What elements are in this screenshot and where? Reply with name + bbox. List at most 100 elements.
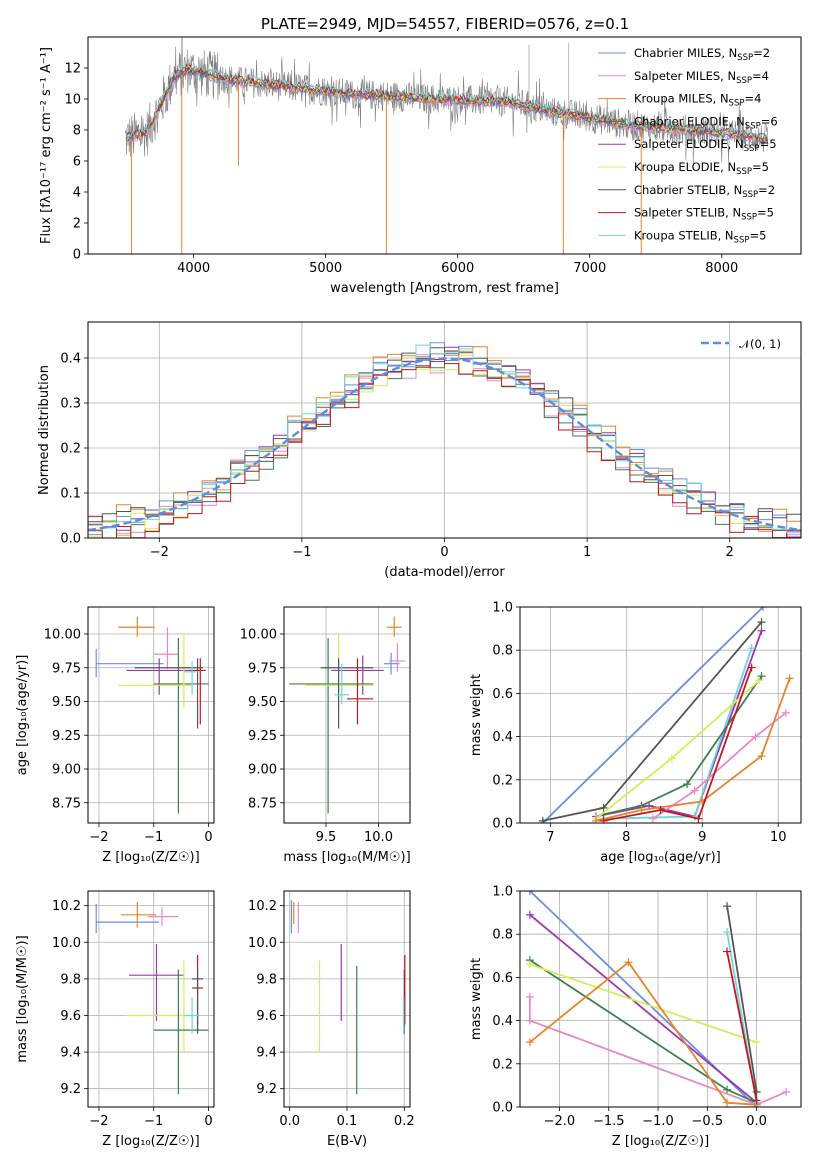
axes-frame	[519, 606, 802, 824]
mass-weight-marker	[525, 1016, 534, 1025]
y-tick-label: 10.2	[248, 899, 277, 914]
x-tick-label: 5000	[309, 261, 342, 276]
data-point-errorbar	[192, 969, 204, 1034]
legend-label-tail: =2	[758, 183, 775, 197]
mass-weight-line	[595, 679, 760, 820]
residuals-panel: −2 −1 0 1 2 0.0 0.1 0.2 0.3 0.4 (data-model)/error…	[37, 321, 802, 580]
grid-lines	[520, 890, 801, 1108]
mass-weight-line	[726, 905, 758, 1093]
data-point-errorbar	[153, 627, 179, 670]
mass-weight-marker	[752, 1096, 761, 1105]
y-tick-label: 9.50	[248, 695, 277, 710]
grid-lines	[284, 891, 410, 1107]
y-tick-label: 8.75	[248, 796, 277, 811]
mass-weight-marker	[759, 607, 768, 611]
data-marks	[525, 891, 791, 1107]
y-tick-label: 9.25	[248, 729, 277, 744]
mass-weight-marker	[667, 754, 676, 763]
mass-weight-marker	[782, 1087, 791, 1096]
y-tick-label: 0.1	[60, 487, 81, 502]
mass-weight-marker	[757, 752, 766, 761]
y-tick-label: 10	[64, 93, 81, 108]
y-tick-label: 0	[73, 248, 81, 263]
y-tick-label: 4	[73, 186, 81, 201]
y-tick-label: 9.4	[256, 1046, 277, 1061]
x-axis-label: Z [log₁₀(Z/Z☉)]	[612, 1134, 709, 1149]
data-marks	[88, 342, 801, 538]
mass-weight-line	[726, 951, 758, 1101]
y-tick-label: 6	[73, 155, 81, 170]
axes-frame	[87, 321, 802, 539]
x-tick-label: 7	[546, 830, 554, 845]
mass-weight-marker	[723, 947, 732, 956]
data-point-errorbar	[120, 901, 157, 928]
mass-weight-marker	[648, 814, 657, 823]
y-tick-label: 9.2	[60, 1082, 81, 1097]
y-tick-label: 9.8	[60, 972, 81, 987]
mass-weight-line	[603, 675, 763, 816]
x-tick-label: 0.2	[394, 1114, 415, 1129]
y-tick-label: 8	[73, 124, 81, 139]
y-tick-label: 10.0	[248, 936, 277, 951]
legend-label-tail: =6	[761, 114, 778, 128]
legend-label: Salpeter STELIB, NSSP=5	[634, 206, 774, 223]
x-axis-label: (data-model)/error	[384, 565, 505, 580]
y-tick-label: 9.00	[248, 763, 277, 778]
axes-frame	[87, 36, 802, 255]
x-tick-label: −1	[144, 830, 163, 845]
x-tick-label: −2	[89, 830, 108, 845]
mass-weight-marker	[525, 1038, 534, 1047]
mass-weight-marker	[624, 958, 633, 967]
mass-weight-marker	[525, 992, 534, 1001]
residual-histogram	[88, 359, 801, 538]
data-point-errorbar	[183, 997, 201, 1034]
y-tick-label: 1.0	[492, 601, 513, 616]
model-fit-line	[125, 63, 769, 140]
x-tick-label: 0.1	[337, 1114, 358, 1129]
x-tick-label: 8	[622, 830, 630, 845]
legend-label-tail: =4	[752, 69, 769, 83]
mass-weight-marker	[781, 708, 790, 717]
data-marks	[124, 37, 769, 254]
x-tick-label: 9	[698, 830, 706, 845]
data-point-errorbar	[389, 643, 405, 672]
axes-frame	[519, 890, 802, 1108]
mass-weight-line	[529, 960, 757, 1106]
y-tick-label: 9.75	[248, 661, 277, 676]
y-tick-label: 0.4	[492, 730, 513, 745]
data-point-errorbar	[126, 960, 195, 1053]
mass-weight-marker	[525, 910, 534, 919]
x-tick-label: −2	[89, 1114, 108, 1129]
mass-weight-line	[595, 677, 791, 822]
x-tick-label: 0.0	[279, 1114, 300, 1129]
mass-weight-marker	[752, 1038, 761, 1047]
y-axis-label: mass weight	[469, 674, 484, 756]
y-axis-label: Flux [fλ10⁻¹⁷ erg cm⁻² s⁻¹ A⁻¹]	[39, 47, 54, 244]
y-tick-label: 9.00	[52, 763, 81, 778]
legend-label-main: Kroupa STELIB, N	[634, 228, 734, 242]
mass-weight-marker	[690, 786, 699, 795]
age-vs-mass-panel: 9.5 10.0 8.75 9.00 9.25 9.50 9.75 10.00 mass [lo…	[240, 606, 411, 865]
y-tick-label: 0.6	[492, 971, 513, 986]
legend-label-main: Salpeter ELODIE, N	[634, 137, 744, 151]
grid-lines	[88, 891, 214, 1107]
x-tick-label: −1	[292, 545, 311, 560]
legend-label: Chabrier ELODIE, NSSP=6	[634, 114, 778, 131]
y-tick-label: 12	[64, 62, 81, 77]
legend-label-main: Kroupa ELODIE, N	[634, 160, 736, 174]
mass-weight-line	[529, 963, 757, 1044]
data-point-errorbar	[148, 907, 179, 926]
data-marks	[290, 900, 406, 1095]
legend-label: Kroupa STELIB, NSSP=5	[634, 228, 766, 245]
data-point-errorbar	[153, 969, 209, 1095]
legend-label-sub: SSP	[734, 235, 750, 245]
mass-weight-marker	[694, 814, 703, 823]
data-point-errorbar	[118, 634, 193, 709]
x-axis-label: Z [log₁₀(Z/Z☉)]	[102, 850, 199, 865]
data-point-errorbar	[320, 658, 374, 729]
y-tick-label: 9.8	[256, 972, 277, 987]
y-tick-label: 9.4	[60, 1046, 81, 1061]
legend-label-main: Salpeter STELIB, N	[634, 206, 741, 220]
axes-frame	[87, 890, 215, 1108]
mass-weight-marker	[723, 1085, 732, 1094]
